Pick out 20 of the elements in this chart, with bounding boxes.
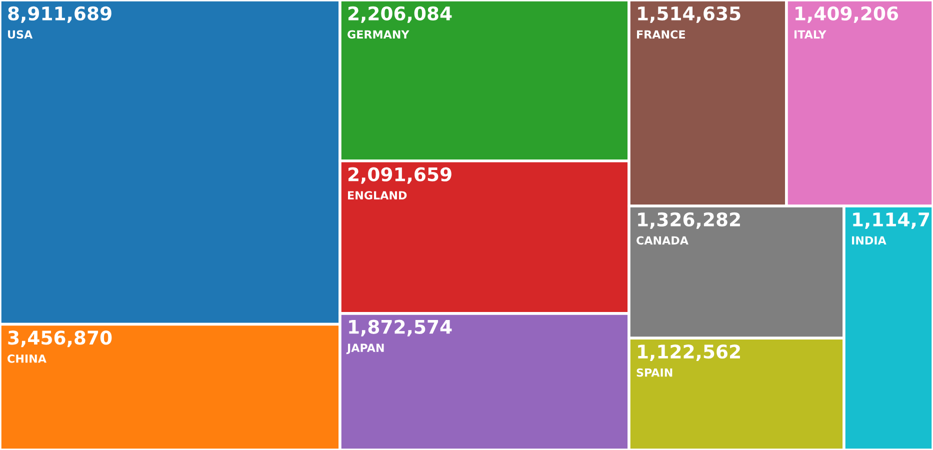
category-label: CANADA [636,236,688,245]
category-label: USA [8,30,33,39]
category-label: ITALY [794,30,826,38]
data-label: 1,326,282 [638,212,740,229]
data-label: 1,122,562 [638,344,740,362]
category-label: ENGLAND [348,191,407,200]
category-label: JAPAN [346,344,384,354]
data-label: 1,114,7 [853,212,929,229]
data-label: 2,091,659 [348,167,452,184]
data-label: 2,206,084 [348,6,452,23]
category-label: INDIA [852,236,886,244]
category-label: SPAIN [636,368,672,377]
data-label: 1,409,206 [796,6,898,23]
category-label: FRANCE [637,30,685,39]
data-label: 3,456,870 [8,330,112,348]
data-label: 8,911,689 [8,6,112,23]
category-label: GERMANY [348,30,410,39]
data-label: 1,872,574 [349,320,452,336]
data-label: 1,514,635 [638,6,740,23]
category-label: CHINA [8,354,46,363]
